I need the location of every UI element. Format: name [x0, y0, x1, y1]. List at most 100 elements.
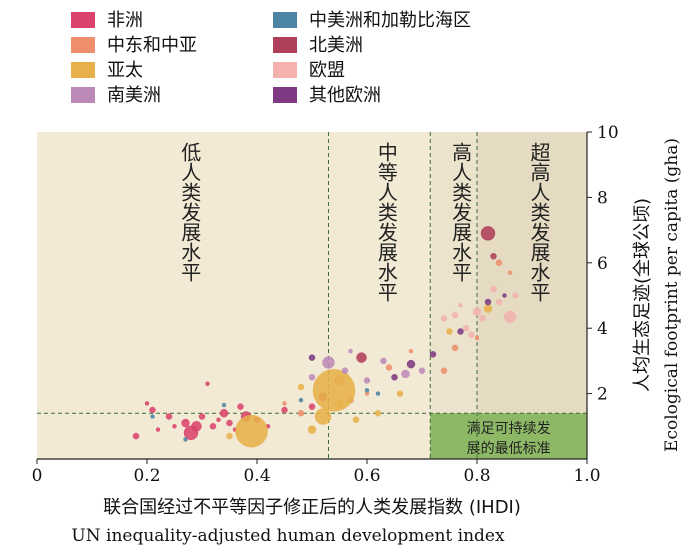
axes: 0 0.2 0.4 0.6 0.8 1.0 2 4 6 8 10 — [32, 123, 619, 486]
legend-label: 其他欧洲 — [309, 85, 381, 106]
data-point — [458, 303, 463, 308]
zone-background — [430, 132, 477, 459]
data-point — [363, 377, 371, 384]
data-point — [418, 367, 426, 374]
data-point — [490, 285, 497, 293]
data-point — [216, 417, 221, 423]
data-point — [495, 259, 503, 267]
data-point — [484, 298, 492, 306]
data-point — [308, 403, 316, 410]
data-point — [502, 293, 507, 298]
legend-swatch — [71, 62, 95, 78]
data-point — [406, 359, 416, 369]
data-point — [132, 432, 140, 440]
zone-background — [477, 132, 587, 459]
data-point — [221, 402, 227, 408]
y-tick-label: 8 — [597, 188, 608, 208]
y-tick-label: 6 — [597, 254, 608, 274]
data-point — [209, 423, 217, 430]
data-point — [181, 418, 190, 428]
legend-swatch — [71, 37, 95, 53]
data-point — [144, 401, 150, 406]
y-tick-label: 2 — [597, 385, 608, 405]
sustainable-box-label: 满足可持续发 — [467, 420, 551, 437]
data-point — [462, 324, 470, 332]
data-point — [495, 298, 503, 306]
data-point — [380, 357, 387, 365]
legend-label: 中美洲和加勒比海区 — [309, 10, 471, 31]
data-point — [226, 419, 233, 427]
x-tick-label: 0.8 — [463, 466, 490, 486]
x-tick-label: 0.6 — [353, 466, 380, 486]
data-point — [429, 351, 437, 358]
data-point — [314, 408, 332, 425]
data-point — [512, 292, 519, 299]
x-axis-title-en: UN inequality-adjusted human development… — [71, 526, 505, 546]
data-point — [391, 374, 398, 381]
zone-label: 中等人类发展水平 — [374, 142, 398, 302]
data-point — [198, 413, 206, 420]
data-point — [356, 352, 367, 363]
data-point — [308, 374, 316, 381]
legend-swatch — [71, 87, 95, 103]
data-point — [483, 304, 493, 313]
legend-swatch — [273, 87, 297, 103]
legend-label: 亚太 — [107, 60, 143, 81]
data-point — [480, 226, 496, 241]
data-point — [282, 401, 287, 406]
data-point — [172, 424, 177, 429]
data-point — [396, 390, 404, 397]
data-point — [507, 270, 513, 275]
sustainable-box-label: 展的最低标准 — [467, 441, 551, 457]
data-point — [155, 427, 161, 432]
data-point — [479, 315, 486, 322]
data-point — [451, 344, 459, 352]
data-point — [472, 307, 482, 317]
data-point — [191, 421, 202, 432]
y-axis-title: 人均生态足迹(全球公顷) — [632, 198, 653, 392]
legend-label: 北美洲 — [309, 35, 363, 56]
zone-label: 高人类发展水平 — [449, 142, 473, 282]
data-point — [281, 406, 288, 414]
sustainable-box — [430, 413, 587, 459]
data-point — [364, 388, 370, 393]
data-point — [219, 408, 229, 418]
data-point — [457, 328, 464, 335]
x-tick-label: 0.4 — [243, 466, 270, 486]
data-point — [226, 432, 233, 440]
data-point — [150, 414, 155, 419]
x-axis-title: 联合国经过不平等因子修正后的人类发展指数 (IHDI) — [103, 497, 521, 518]
data-point — [308, 354, 316, 361]
data-point — [322, 356, 335, 369]
x-tick-label: 1.0 — [573, 466, 600, 486]
data-point — [298, 397, 304, 403]
legend-swatch — [273, 12, 297, 28]
legend-label: 欧盟 — [309, 60, 345, 81]
data-point — [149, 406, 156, 414]
legend-swatch — [71, 12, 95, 28]
y-tick-label: 10 — [597, 123, 619, 143]
data-point — [183, 437, 188, 442]
legend-label: 非洲 — [107, 10, 143, 31]
data-point — [451, 311, 459, 319]
y-axis-title-en: Ecological footprint per capita (gha) — [662, 138, 682, 452]
legend-label: 南美洲 — [107, 85, 161, 106]
data-point — [440, 367, 448, 374]
data-point — [297, 409, 305, 417]
data-point — [165, 413, 173, 420]
data-point — [375, 391, 381, 396]
legend-label: 中东和中亚 — [107, 35, 197, 56]
zone-label: 低人类发展水平 — [178, 142, 202, 282]
data-point — [335, 399, 344, 408]
data-point — [348, 348, 353, 354]
data-point — [374, 409, 382, 417]
x-tick-label: 0 — [32, 466, 43, 486]
data-point — [385, 364, 393, 371]
data-point — [401, 369, 410, 379]
data-point — [474, 335, 480, 341]
data-point — [307, 425, 317, 434]
zone-label: 超高人类发展水平 — [527, 142, 551, 302]
